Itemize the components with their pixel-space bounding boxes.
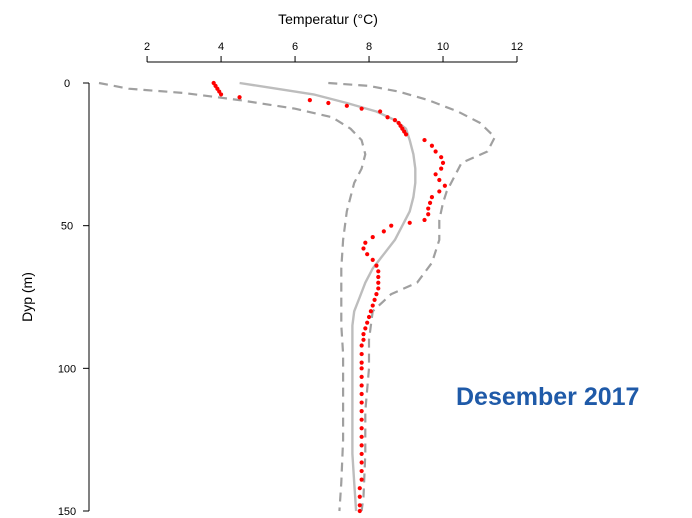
data-point: [359, 409, 364, 414]
data-point: [218, 92, 224, 97]
data-point: [376, 286, 381, 291]
x-tick-label: 4: [218, 41, 224, 53]
y-tick-label: 150: [58, 506, 76, 518]
panel-label: Desember 2017: [456, 383, 640, 411]
x-tick-label: 2: [144, 41, 150, 53]
data-point: [363, 240, 368, 245]
data-point: [357, 508, 362, 514]
x-axis-title: Temperatur (°C): [278, 11, 378, 27]
data-point: [429, 195, 435, 200]
data-point: [359, 106, 364, 111]
y-tick-label: 50: [61, 221, 73, 233]
data-point: [357, 494, 362, 499]
data-point: [370, 234, 375, 240]
data-point: [359, 460, 364, 465]
data-point: [359, 400, 364, 405]
data-point: [359, 351, 364, 357]
x-tick-label: 6: [292, 41, 298, 53]
data-point: [366, 314, 372, 320]
data-point: [407, 220, 412, 225]
data-point: [392, 117, 398, 123]
mean-temperature-line: [239, 81, 417, 512]
data-point: [422, 137, 427, 143]
data-point: [440, 160, 446, 165]
data-point: [359, 383, 364, 388]
data-point: [437, 177, 442, 183]
x-tick-label: 10: [437, 41, 449, 53]
data-point: [439, 155, 444, 160]
data-point: [359, 434, 364, 439]
data-point: [359, 391, 364, 397]
y-tick-label: 0: [64, 78, 70, 90]
data-point: [403, 132, 409, 137]
data-point: [389, 223, 394, 228]
data-point: [422, 217, 427, 223]
data-point: [359, 417, 364, 422]
data-point: [357, 503, 362, 508]
data-point: [359, 343, 364, 348]
data-point: [426, 212, 431, 217]
data-point: [359, 366, 364, 371]
data-point: [433, 172, 438, 177]
y-axis: 0 50 100 150: [58, 78, 90, 518]
observed-points: [211, 80, 447, 514]
data-point: [374, 263, 379, 268]
data-point: [361, 331, 366, 337]
data-point: [437, 189, 442, 194]
data-point: [357, 486, 362, 491]
data-point: [374, 292, 379, 297]
x-axis: 2 4 6 8 10 12: [144, 41, 523, 63]
data-point: [237, 95, 242, 100]
data-point: [363, 326, 368, 331]
x-tick-label: 12: [511, 41, 523, 53]
data-point: [372, 297, 377, 302]
data-point: [365, 320, 370, 325]
lower-bound-dashed-line: [98, 81, 367, 512]
data-point: [359, 426, 364, 431]
data-point: [361, 337, 366, 342]
y-axis-title: Dyp (m): [19, 272, 35, 322]
data-point: [359, 374, 364, 379]
data-point: [381, 229, 386, 234]
x-tick-label: 8: [366, 41, 372, 53]
data-point: [376, 269, 381, 274]
data-point: [427, 200, 433, 205]
data-point: [433, 149, 438, 154]
data-point: [426, 206, 431, 211]
data-point: [442, 183, 447, 188]
series-layer: [98, 80, 496, 514]
data-point: [368, 309, 373, 314]
data-point: [344, 103, 349, 108]
data-point: [376, 280, 381, 285]
data-point: [361, 246, 366, 251]
data-point: [359, 360, 364, 365]
data-point: [429, 143, 435, 148]
data-point: [326, 100, 331, 106]
data-point: [376, 274, 381, 280]
data-point: [359, 443, 364, 448]
data-point: [359, 477, 364, 482]
data-point: [307, 98, 312, 103]
y-tick-label: 100: [58, 363, 76, 375]
data-point: [378, 109, 383, 114]
data-point: [365, 252, 370, 257]
upper-bound-dashed-line: [328, 81, 496, 512]
data-point: [370, 303, 375, 308]
data-point: [359, 468, 364, 474]
data-point: [439, 166, 444, 171]
data-point: [370, 257, 375, 263]
data-point: [385, 115, 390, 120]
data-point: [359, 451, 364, 457]
